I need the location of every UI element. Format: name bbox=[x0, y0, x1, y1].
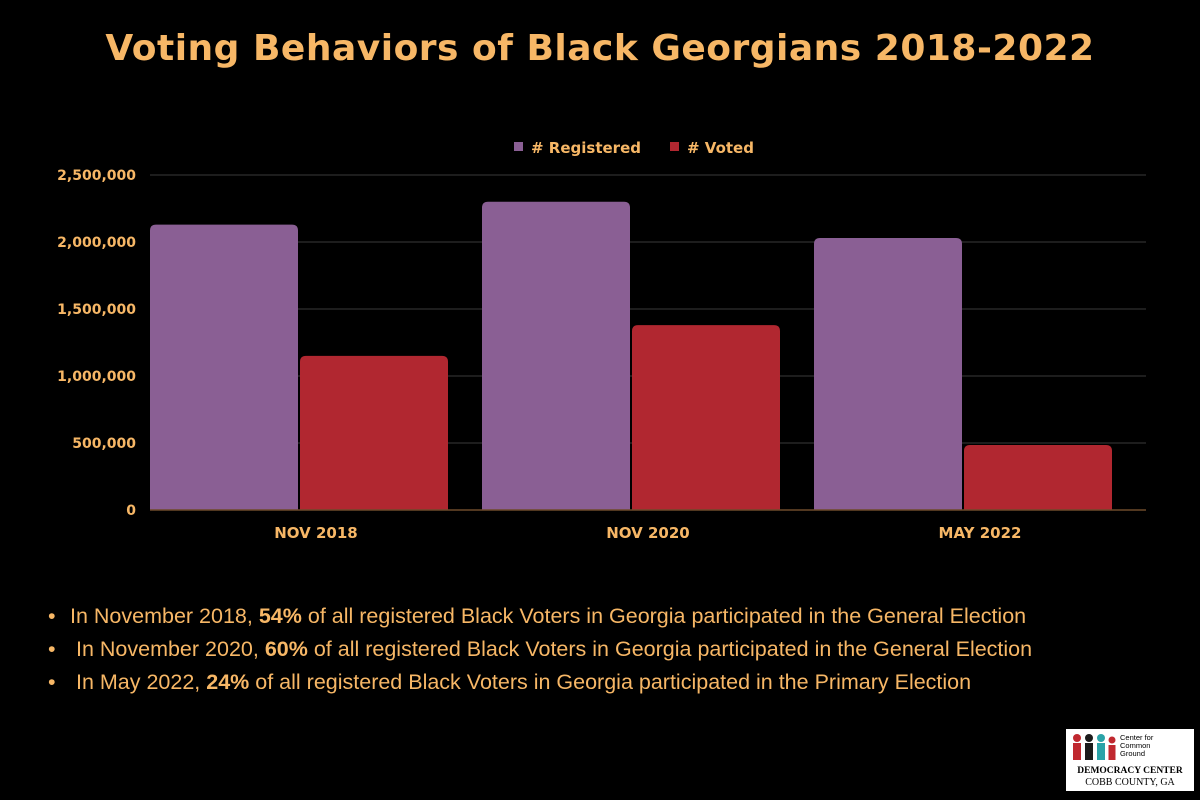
bar bbox=[964, 445, 1112, 510]
logo-line-county: COBB COUNTY, GA bbox=[1085, 777, 1175, 788]
x-tick-label: MAY 2022 bbox=[939, 524, 1022, 542]
democracy-center-logo: Center for Common Ground DEMOCRACY CENTE… bbox=[1066, 729, 1194, 791]
bar bbox=[814, 237, 962, 511]
legend-label: # Voted bbox=[687, 139, 754, 157]
logo-org-line: Common bbox=[1120, 741, 1151, 750]
y-tick-label: 2,000,000 bbox=[57, 235, 136, 251]
bar bbox=[150, 224, 298, 510]
bar bbox=[300, 355, 448, 510]
bar bbox=[482, 201, 630, 511]
legend-swatch-icon bbox=[514, 142, 523, 151]
bullet-percent: 60% bbox=[264, 637, 308, 661]
y-tick-label: 1,000,000 bbox=[57, 369, 136, 385]
logo-org-line: Ground bbox=[1120, 749, 1146, 758]
logo-line-democracy: DEMOCRACY CENTER bbox=[1077, 766, 1183, 776]
logo-org-line: Center for bbox=[1120, 733, 1154, 742]
people-logo-icon bbox=[1073, 734, 1116, 760]
bullet-item: • In November 2020, 60% of all registere… bbox=[48, 633, 1032, 666]
legend-label: # Registered bbox=[531, 139, 641, 157]
bullet-percent: 54% bbox=[258, 604, 302, 628]
bar bbox=[632, 325, 780, 510]
bullet-post: of all registered Black Voters in Georgi… bbox=[301, 604, 1027, 628]
logo-org-name: Center for Common Ground bbox=[1120, 734, 1190, 758]
bullet-post: of all registered Black Voters in Georgi… bbox=[307, 637, 1033, 661]
bullet-item: • In November 2018, 54% of all registered… bbox=[48, 600, 1032, 633]
y-tick-label: 500,000 bbox=[72, 436, 136, 452]
bullet-percent: 24% bbox=[206, 670, 250, 694]
bullet-pre: In November 2020, bbox=[70, 637, 265, 661]
bullet-dot-icon: • bbox=[48, 670, 56, 694]
x-tick-label: NOV 2020 bbox=[606, 524, 689, 542]
chart-title: Voting Behaviors of Black Georgians 2018… bbox=[105, 28, 1095, 69]
y-tick-label: 1,500,000 bbox=[57, 302, 136, 318]
bullet-item: • In May 2022, 24% of all registered Bla… bbox=[48, 666, 1032, 699]
x-tick-label: NOV 2018 bbox=[274, 524, 357, 542]
y-tick-label: 2,500,000 bbox=[57, 168, 136, 184]
summary-bullets: • In November 2018, 54% of all registered… bbox=[48, 600, 1032, 699]
bullet-pre: In May 2022, bbox=[70, 670, 207, 694]
bullet-dot-icon: • bbox=[48, 604, 56, 628]
bar-chart: 0 500,000 1,000,000 1,500,000 2,000,000 2,500… bbox=[57, 139, 1146, 542]
legend-swatch-icon bbox=[670, 142, 679, 151]
bullet-pre: In November 2018, bbox=[70, 604, 259, 628]
y-tick-label: 0 bbox=[126, 503, 136, 519]
bullet-post: of all registered Black Voters in Georgi… bbox=[249, 670, 972, 694]
bullet-dot-icon: • bbox=[48, 637, 56, 661]
